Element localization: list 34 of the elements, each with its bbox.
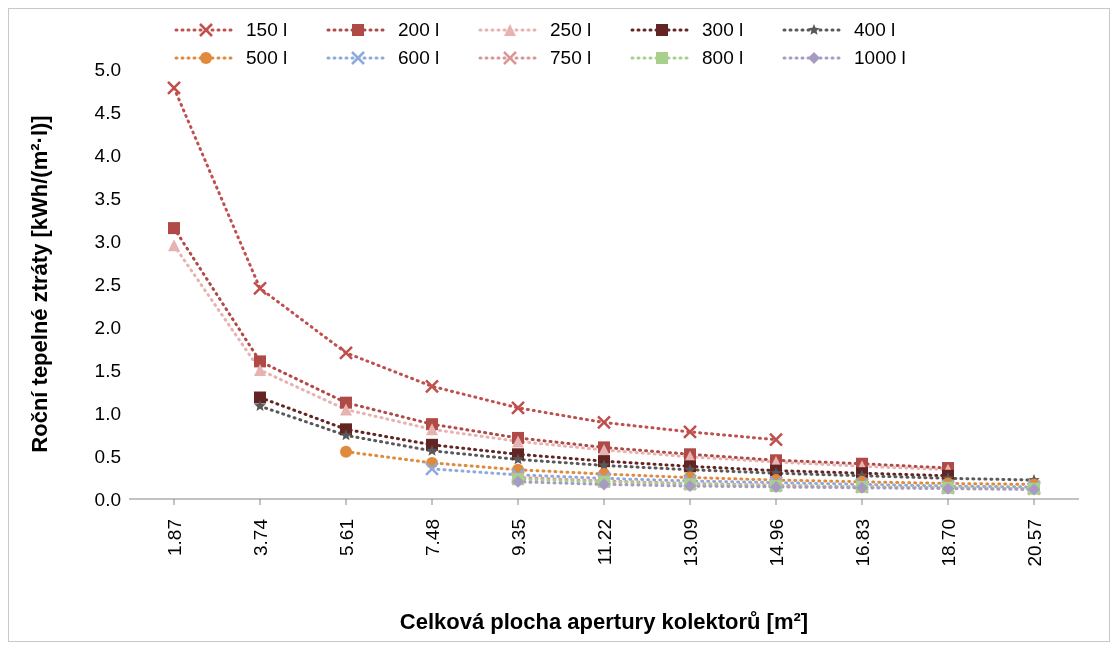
legend-label: 250 l bbox=[550, 19, 592, 41]
x-tick-label: 3.74 bbox=[249, 518, 271, 556]
y-tick-label: 2.0 bbox=[94, 316, 121, 338]
x-tick-label: 9.35 bbox=[507, 519, 529, 556]
legend-label: 800 l bbox=[702, 47, 744, 69]
x-axis-title: Celková plocha apertury kolektorů [m²] bbox=[399, 609, 809, 634]
x-tick-label: 14.96 bbox=[765, 519, 787, 567]
x-tick-label: 1.87 bbox=[163, 519, 185, 556]
x-tick-label: 7.48 bbox=[421, 519, 443, 556]
y-tick-label: 3.0 bbox=[94, 230, 121, 252]
legend-label: 400 l bbox=[854, 19, 896, 41]
legend-label: 750 l bbox=[550, 47, 592, 69]
x-tick-label: 5.61 bbox=[335, 519, 357, 556]
x-tick-label: 16.83 bbox=[851, 519, 873, 567]
y-tick-label: 5.0 bbox=[94, 58, 121, 80]
y-tick-label: 4.0 bbox=[94, 144, 121, 166]
x-tick-label: 11.22 bbox=[593, 519, 615, 566]
x-tick-label: 13.09 bbox=[679, 519, 701, 567]
y-axis-title: Roční tepelné ztráty [kWh/(m²·l)] bbox=[26, 115, 52, 453]
legend-label: 600 l bbox=[398, 47, 440, 69]
y-tick-label: 1.0 bbox=[94, 402, 121, 424]
y-tick-label: 0.0 bbox=[94, 488, 121, 510]
legend-label: 500 l bbox=[246, 47, 288, 69]
legend-label: 200 l bbox=[398, 19, 440, 41]
x-tick-label: 18.70 bbox=[937, 519, 959, 567]
x-tick-label: 20.57 bbox=[1023, 519, 1045, 567]
legend-label: 300 l bbox=[702, 19, 744, 41]
y-tick-label: 4.5 bbox=[94, 101, 121, 123]
legend-label: 1000 l bbox=[854, 47, 906, 69]
legend-label: 150 l bbox=[246, 19, 288, 41]
y-tick-label: 2.5 bbox=[94, 273, 121, 295]
y-tick-label: 1.5 bbox=[94, 359, 121, 381]
y-tick-label: 0.5 bbox=[94, 445, 121, 467]
y-tick-label: 3.5 bbox=[94, 187, 121, 209]
